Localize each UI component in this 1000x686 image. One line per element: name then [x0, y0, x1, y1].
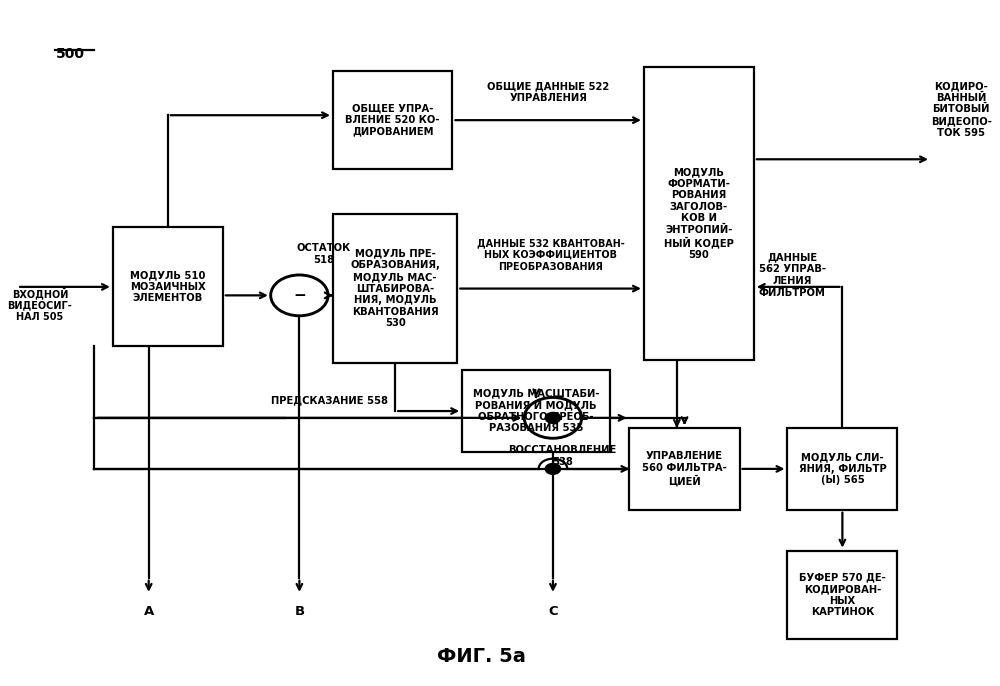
Text: ДАННЫЕ
562 УПРАВ-
ЛЕНИЯ
ФИЛЬТРОМ: ДАННЫЕ 562 УПРАВ- ЛЕНИЯ ФИЛЬТРОМ	[759, 253, 826, 298]
Text: МОДУЛЬ МАСШТАБИ-
РОВАНИЯ И МОДУЛЬ
ОБРАТНОГО ПРЕОБ-
РАЗОВАНИЯ 535: МОДУЛЬ МАСШТАБИ- РОВАНИЯ И МОДУЛЬ ОБРАТН…	[473, 389, 599, 434]
Text: 500: 500	[55, 47, 84, 61]
Text: A: A	[144, 605, 154, 618]
FancyBboxPatch shape	[333, 71, 452, 169]
Text: БУФЕР 570 ДЕ-
КОДИРОВАН-
НЫХ
КАРТИНОК: БУФЕР 570 ДЕ- КОДИРОВАН- НЫХ КАРТИНОК	[799, 572, 886, 617]
Text: МОДУЛЬ СЛИ-
ЯНИЯ, ФИЛЬТР
(Ы) 565: МОДУЛЬ СЛИ- ЯНИЯ, ФИЛЬТР (Ы) 565	[799, 452, 886, 486]
Text: МОДУЛЬ 510
МОЗАИЧНЫХ
ЭЛЕМЕНТОВ: МОДУЛЬ 510 МОЗАИЧНЫХ ЭЛЕМЕНТОВ	[130, 270, 206, 303]
Text: КОДИРО-
ВАННЫЙ
БИТОВЫЙ
ВИДЕОПО-
ТОК 595: КОДИРО- ВАННЫЙ БИТОВЫЙ ВИДЕОПО- ТОК 595	[931, 81, 992, 138]
Text: ДАННЫЕ 532 КВАНТОВАН-
НЫХ КОЭФФИЦИЕНТОВ
ПРЕОБРАЗОВАНИЯ: ДАННЫЕ 532 КВАНТОВАН- НЫХ КОЭФФИЦИЕНТОВ …	[477, 238, 624, 272]
Text: C: C	[548, 605, 558, 618]
Text: ОСТАТОК
518: ОСТАТОК 518	[296, 243, 350, 265]
Text: ФИГ. 5а: ФИГ. 5а	[437, 647, 526, 666]
Circle shape	[545, 464, 561, 474]
FancyBboxPatch shape	[644, 67, 754, 360]
FancyBboxPatch shape	[629, 428, 740, 510]
Text: ВХОДНОЙ
ВИДЕОСИГ-
НАЛ 505: ВХОДНОЙ ВИДЕОСИГ- НАЛ 505	[8, 287, 72, 322]
FancyBboxPatch shape	[462, 370, 610, 452]
FancyBboxPatch shape	[113, 227, 223, 346]
Text: УПРАВЛЕНИЕ
560 ФИЛЬТРА-
ЦИЕЙ: УПРАВЛЕНИЕ 560 ФИЛЬТРА- ЦИЕЙ	[642, 451, 727, 486]
Text: +: +	[547, 410, 559, 425]
Text: B: B	[294, 605, 304, 618]
FancyBboxPatch shape	[787, 551, 897, 639]
FancyBboxPatch shape	[787, 428, 897, 510]
Text: ОБЩИЕ ДАННЫЕ 522
УПРАВЛЕНИЯ: ОБЩИЕ ДАННЫЕ 522 УПРАВЛЕНИЯ	[487, 82, 609, 103]
Text: МОДУЛЬ ПРЕ-
ОБРАЗОВАНИЯ,
МОДУЛЬ МАС-
ШТАБИРОВА-
НИЯ, МОДУЛЬ
КВАНТОВАНИЯ
530: МОДУЛЬ ПРЕ- ОБРАЗОВАНИЯ, МОДУЛЬ МАС- ШТА…	[350, 249, 440, 329]
Text: МОДУЛЬ
ФОРМАТИ-
РОВАНИЯ
ЗАГОЛОВ-
КОВ И
ЭНТРОПИЙ-
НЫЙ КОДЕР
590: МОДУЛЬ ФОРМАТИ- РОВАНИЯ ЗАГОЛОВ- КОВ И Э…	[664, 167, 734, 261]
Circle shape	[545, 412, 561, 423]
Text: −: −	[293, 288, 306, 303]
Text: ОБЩЕЕ УПРА-
ВЛЕНИЕ 520 КО-
ДИРОВАНИЕМ: ОБЩЕЕ УПРА- ВЛЕНИЕ 520 КО- ДИРОВАНИЕМ	[345, 104, 440, 137]
Text: ПРЕДСКАЗАНИЕ 558: ПРЕДСКАЗАНИЕ 558	[271, 396, 388, 405]
Text: ВОССТАНОВЛЕНИЕ
538: ВОССТАНОВЛЕНИЕ 538	[508, 445, 617, 466]
FancyBboxPatch shape	[333, 214, 457, 364]
